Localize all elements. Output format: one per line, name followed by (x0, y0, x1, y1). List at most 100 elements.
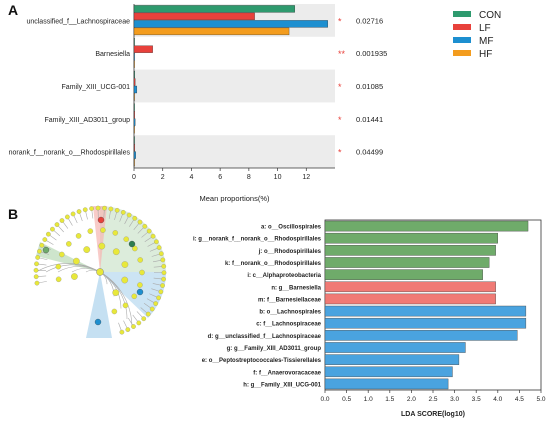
clado-leaf (70, 211, 76, 217)
clado-leaf (132, 215, 138, 221)
clade-wedge-oscillospirales (100, 206, 166, 272)
clado-leaf (131, 324, 136, 329)
bar-mf (133, 118, 136, 126)
x-tick-label: 8 (247, 174, 251, 181)
legend-swatch-mf (453, 37, 471, 43)
clado-leaf (160, 283, 165, 288)
clado-leaf (119, 329, 125, 335)
significance-mark: * (338, 148, 342, 158)
clado-leaf (126, 212, 132, 218)
x-tick-label: 3.0 (450, 396, 459, 403)
x-tick-label: 0.0 (320, 396, 329, 403)
bar-mf (133, 53, 135, 61)
clado-leaf (34, 261, 39, 267)
bar-hf (133, 27, 290, 36)
clado-node (137, 257, 143, 263)
bar-con (133, 38, 135, 46)
legend-swatch-hf (453, 50, 471, 56)
bar-con (133, 5, 295, 13)
bar-hf (133, 93, 135, 101)
clade-node-pepto (94, 318, 102, 326)
clado-leaf (154, 239, 159, 245)
bar-lf (133, 111, 135, 119)
clado-node (112, 248, 120, 256)
significance-mark: * (338, 82, 342, 92)
x-tick-label: 0.5 (342, 396, 351, 403)
x-tick-label: 3.5 (472, 396, 481, 403)
clado-node (123, 236, 129, 242)
significance-mark: ** (338, 49, 346, 59)
taxon-label: h: g__Family_XIII_UCG-001 (243, 382, 321, 388)
lda-bar (324, 220, 529, 232)
taxon-label: b: o__Lachnospirales (259, 310, 321, 316)
x-axis-title: Mean proportions(%) (199, 194, 270, 203)
clado-leaf (136, 320, 142, 326)
clade-node-rhodo (42, 246, 50, 254)
clado-node (111, 308, 118, 315)
panel-label-a: A (8, 2, 19, 18)
lda-bar (324, 269, 483, 280)
clado-node (98, 242, 106, 250)
x-tick-label: 1.0 (364, 396, 373, 403)
clado-leaf (158, 251, 164, 256)
lda-bar (324, 366, 453, 378)
legend-swatch-lf (453, 24, 471, 30)
clado-leaf (160, 257, 166, 263)
clado-leaf (161, 270, 167, 276)
taxon-label: a: o__Oscillospirales (261, 225, 322, 231)
p-value-label: 0.02716 (356, 16, 383, 25)
clado-leaf (125, 327, 131, 332)
clado-node (131, 293, 138, 300)
x-axis-title: LDA SCORE(log10) (401, 411, 465, 418)
category-label: norank_f__norank_o__Rhodospirillales (9, 150, 131, 157)
clado-leaf (33, 267, 39, 273)
x-tick-label: 2 (161, 174, 165, 181)
clado-leaf (95, 205, 101, 211)
legend-label: MF (479, 36, 493, 47)
clado-leaf (33, 274, 39, 280)
legend-label: LF (479, 23, 491, 34)
bar-lf (133, 12, 255, 21)
lda-bar (324, 293, 496, 305)
clado-node (59, 251, 65, 258)
clado-leaf (82, 207, 88, 213)
lda-bar (324, 232, 499, 244)
category-label: Family_XIII_AD3011_group (45, 117, 131, 124)
clado-leaf (50, 226, 55, 232)
clado-leaf (65, 214, 70, 220)
clado-node (75, 233, 82, 239)
clade-root (96, 268, 104, 276)
panel-label-b: B (8, 206, 19, 222)
taxon-label: c: f__Lachnospiraceae (256, 322, 321, 328)
lda-bar (324, 342, 466, 353)
bar-con (133, 103, 135, 111)
taxon-label: f: f__Anaerovoracaceae (253, 370, 321, 376)
clado-node (71, 273, 78, 280)
clado-node (112, 230, 119, 236)
x-tick-label: 4.0 (493, 396, 502, 403)
taxon-label: n: g__Barnesiella (271, 285, 321, 291)
significance-mark: * (338, 115, 342, 125)
x-tick-label: 1.5 (385, 396, 394, 403)
clado-node (121, 261, 129, 268)
lda-bar (324, 317, 527, 329)
lda-bar (324, 354, 460, 365)
clado-node (87, 228, 94, 234)
x-tick-label: 6 (218, 174, 222, 181)
row-band (134, 69, 335, 103)
clado-node (83, 246, 91, 253)
bar-hf (133, 126, 135, 134)
clado-node (100, 227, 106, 233)
bar-mf (133, 20, 328, 28)
category-label: unclassified_f__Lachnospiraceae (26, 18, 130, 25)
clado-node (112, 289, 120, 297)
clado-leaf (46, 231, 51, 237)
x-tick-label: 10 (274, 174, 282, 181)
p-value-label: 0.01441 (356, 115, 383, 124)
lda-bar (324, 245, 496, 256)
bar-mf (133, 85, 138, 94)
taxon-label: g: g__Family_XIII_AD3011_group (227, 346, 322, 352)
bar-con (133, 136, 135, 144)
bar-hf (133, 60, 135, 68)
